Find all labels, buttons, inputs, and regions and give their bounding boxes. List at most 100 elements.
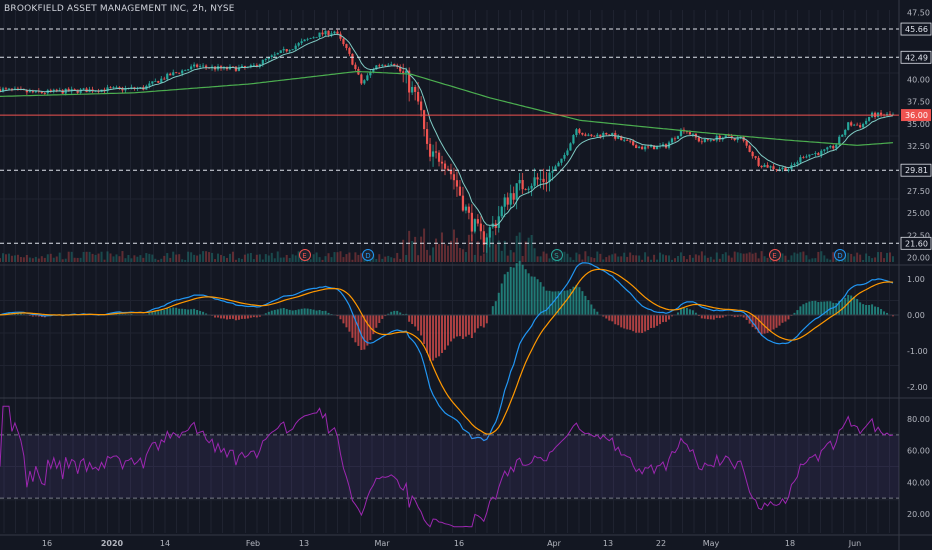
macd-histogram-bar — [802, 304, 805, 315]
macd-histogram-bar — [461, 314, 464, 339]
volume-bar — [324, 256, 327, 262]
rsi-tick-label: 80.00 — [907, 415, 930, 424]
macd-histogram-bar — [512, 267, 515, 315]
volume-bar — [730, 257, 733, 262]
macd-histogram-bar — [336, 314, 339, 317]
macd-histogram-bar — [16, 313, 19, 315]
volume-bar — [584, 251, 587, 262]
macd-histogram-bar — [784, 314, 787, 322]
macd-histogram-bar — [220, 314, 223, 319]
x-axis-label: Jun — [848, 539, 862, 548]
candle — [548, 172, 551, 183]
volume-bar — [650, 259, 653, 262]
macd-histogram-bar — [805, 302, 808, 315]
level-tag-label: 21.60 — [905, 239, 928, 248]
volume-bar — [444, 244, 447, 262]
volume-bar — [482, 253, 485, 262]
candle — [888, 113, 892, 115]
volume-bar — [73, 257, 76, 262]
volume-bar — [252, 259, 255, 262]
candle — [533, 177, 536, 186]
volume-bar — [826, 258, 829, 262]
macd-histogram-bar — [653, 314, 656, 328]
volume-bar — [599, 253, 602, 262]
volume-bar — [724, 252, 727, 262]
price-tick-label: 32.50 — [907, 142, 930, 151]
volume-bar — [620, 256, 623, 262]
volume-bar — [243, 254, 246, 262]
volume-bar — [133, 255, 136, 262]
candle — [417, 91, 420, 102]
macd-histogram-bar — [234, 314, 237, 321]
volume-bar — [58, 252, 61, 262]
candle — [626, 139, 629, 141]
macd-histogram-bar — [166, 308, 169, 315]
volume-bar — [536, 256, 539, 262]
candle — [267, 57, 270, 60]
volume-bar — [572, 259, 575, 262]
volume-bar — [820, 251, 823, 262]
volume-bar — [4, 254, 7, 262]
volume-bar — [363, 257, 366, 262]
volume-bar — [886, 252, 889, 262]
volume-bar — [530, 234, 533, 262]
volume-bar — [270, 252, 273, 262]
candle — [521, 180, 524, 190]
volume-bar — [121, 251, 124, 262]
volume-bar — [294, 255, 297, 262]
volume-bar — [61, 259, 64, 262]
volume-bar — [249, 253, 252, 262]
candle — [55, 89, 58, 92]
macd-histogram-bar — [169, 308, 172, 315]
macd-histogram-bar — [473, 314, 476, 333]
candle — [638, 146, 641, 149]
volume-bar — [793, 252, 796, 262]
candle — [539, 178, 542, 180]
candle — [112, 87, 115, 88]
candle — [381, 64, 384, 66]
macd-histogram-bar — [435, 314, 438, 358]
volume-bar — [533, 248, 536, 262]
macd-histogram — [0, 260, 894, 361]
volume-bar — [31, 258, 34, 262]
macd-tick-label: 0.00 — [907, 311, 925, 320]
candle — [473, 219, 476, 232]
candle — [354, 64, 357, 69]
volume-bar — [455, 237, 458, 262]
volume-bar — [261, 259, 264, 262]
candle — [542, 178, 545, 182]
volume-bar — [405, 254, 408, 262]
candle — [437, 152, 441, 162]
macd-histogram-bar — [464, 314, 467, 337]
candle — [420, 101, 423, 111]
volume-bar — [665, 255, 668, 262]
macd-histogram-bar — [449, 314, 452, 342]
candle — [590, 134, 593, 136]
candle — [315, 37, 318, 38]
volume-bar — [781, 253, 784, 262]
price-tick-label: 37.50 — [907, 98, 930, 107]
candle — [249, 65, 252, 67]
candle — [850, 122, 853, 126]
macd-histogram-bar — [381, 314, 384, 319]
candle — [318, 32, 321, 38]
candle — [157, 81, 160, 83]
macd-tick-label: 1.00 — [907, 275, 925, 284]
volume-bar — [581, 259, 584, 262]
candle — [399, 66, 402, 72]
candle — [832, 146, 835, 149]
candle — [575, 129, 578, 136]
event-marker — [362, 249, 374, 261]
candle — [467, 206, 470, 213]
volume-bar — [312, 254, 315, 262]
candle — [826, 147, 829, 150]
macd-histogram-bar — [348, 314, 351, 332]
candle — [270, 55, 273, 58]
candle — [434, 151, 438, 153]
volume-bar — [685, 259, 688, 262]
volume-bar — [449, 240, 452, 262]
macd-histogram-bar — [222, 314, 225, 319]
volume-bar — [237, 258, 240, 262]
volume-bar — [187, 251, 190, 262]
